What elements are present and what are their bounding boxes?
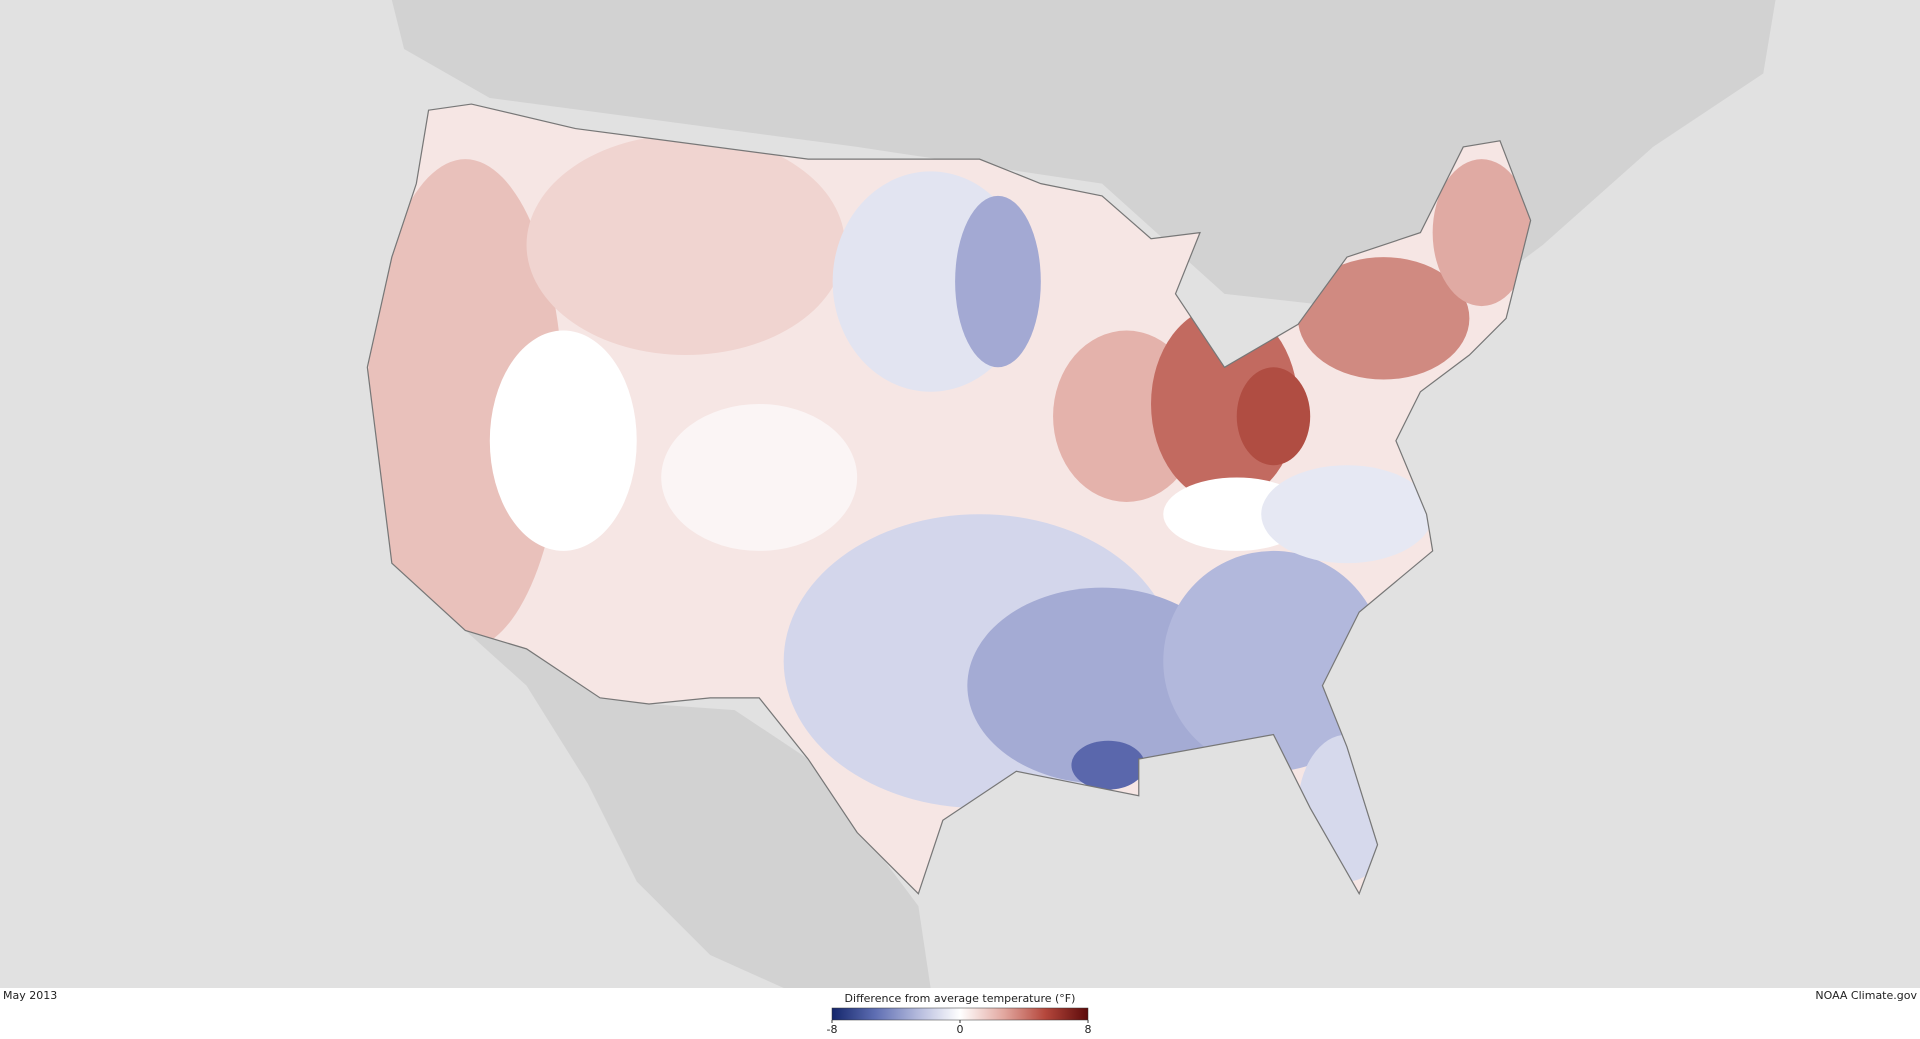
region [1163,550,1384,772]
credit: NOAA Climate.gov [1815,989,1917,1002]
mexico [465,630,931,988]
region [367,159,564,649]
date: May 2013 [3,989,57,1002]
region [1261,465,1433,564]
region [1432,159,1531,307]
footer: May 2013 Difference from average tempera… [3,989,1917,1036]
region [1297,257,1470,380]
map [0,0,1920,988]
region [955,195,1041,368]
tick-label: 8 [1085,1023,1092,1036]
region [1236,367,1311,466]
region [661,404,858,551]
tick-label: 0 [957,1023,964,1036]
region [1071,740,1145,790]
tick-label: -8 [827,1023,838,1036]
region [526,134,845,356]
region [489,330,637,551]
colorbar [831,1007,1089,1021]
us-outline [366,103,1532,896]
legend-title: Difference from average temperature (°F) [845,992,1076,1005]
